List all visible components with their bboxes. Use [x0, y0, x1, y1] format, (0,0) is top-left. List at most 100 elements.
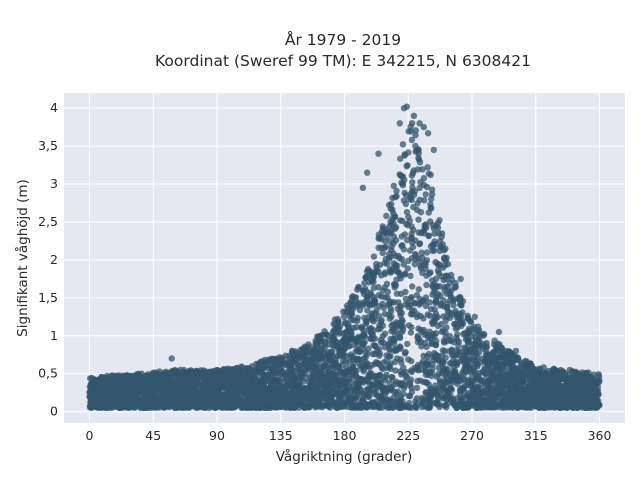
data-point: [179, 376, 186, 383]
data-point: [443, 290, 450, 297]
data-point: [410, 307, 418, 314]
data-point: [428, 186, 436, 193]
data-point: [467, 361, 475, 368]
data-point: [386, 266, 394, 273]
data-point: [427, 385, 434, 393]
data-point: [397, 356, 404, 363]
data-point: [179, 381, 186, 389]
data-point: [434, 219, 442, 227]
data-point: [428, 392, 436, 399]
data-point: [408, 234, 415, 241]
data-point: [414, 200, 421, 207]
data-point: [404, 340, 411, 348]
data-point: [317, 352, 324, 360]
data-point: [305, 341, 312, 348]
data-point: [333, 353, 341, 360]
data-point: [431, 230, 438, 237]
data-point: [391, 337, 398, 344]
data-point: [375, 291, 382, 299]
data-point: [408, 239, 416, 246]
data-point: [421, 197, 428, 204]
data-point: [409, 184, 416, 191]
data-point: [348, 316, 355, 323]
data-point: [409, 179, 416, 186]
data-point: [333, 385, 340, 392]
data-point: [98, 386, 106, 393]
data-point: [412, 127, 419, 134]
data-point: [402, 200, 410, 208]
data-point: [580, 386, 587, 393]
data-point: [381, 330, 389, 337]
data-point: [434, 392, 442, 399]
data-point: [397, 155, 404, 162]
data-point: [501, 366, 508, 373]
data-point: [423, 257, 431, 264]
data-point: [255, 383, 263, 390]
data-point: [399, 323, 407, 330]
data-point: [375, 231, 382, 238]
data-point: [390, 260, 397, 267]
data-point: [457, 294, 464, 301]
data-point: [423, 281, 430, 289]
data-point: [352, 395, 359, 402]
data-point: [387, 385, 394, 392]
data-point: [328, 369, 335, 376]
data-point: [436, 247, 443, 254]
data-point: [122, 390, 130, 397]
data-point: [458, 386, 465, 394]
data-point: [358, 324, 365, 331]
data-point: [309, 384, 316, 391]
data-point: [485, 362, 492, 369]
data-point: [219, 370, 226, 377]
data-point: [448, 271, 455, 279]
data-point: [282, 371, 289, 379]
data-point: [439, 347, 447, 354]
data-point: [419, 166, 426, 173]
data-point: [400, 384, 408, 392]
data-point: [387, 353, 394, 360]
data-point: [318, 378, 326, 385]
chart-title: År 1979 - 2019: [285, 30, 401, 49]
data-point: [345, 325, 353, 332]
data-point: [371, 335, 379, 342]
data-point: [515, 392, 523, 399]
data-point: [194, 391, 201, 398]
data-point: [302, 352, 309, 360]
data-point: [442, 402, 449, 409]
data-point: [135, 370, 142, 377]
data-point: [393, 390, 400, 398]
data-point: [426, 403, 434, 410]
data-point: [370, 253, 378, 260]
data-point: [411, 261, 418, 268]
data-point: [382, 374, 389, 381]
data-point: [420, 181, 428, 189]
data-point: [241, 401, 248, 409]
data-point: [308, 357, 315, 364]
data-point: [439, 358, 446, 365]
data-point: [453, 313, 460, 321]
data-point: [420, 227, 427, 234]
data-point: [367, 289, 374, 296]
data-point: [357, 402, 365, 410]
data-point: [418, 394, 425, 402]
data-point: [329, 335, 336, 342]
data-point: [392, 378, 400, 385]
data-point: [406, 247, 414, 254]
data-point: [338, 347, 345, 354]
data-point: [425, 361, 432, 368]
data-point: [264, 371, 272, 378]
data-point: [146, 373, 154, 380]
data-point: [408, 324, 415, 331]
data-point: [438, 230, 446, 237]
data-point: [407, 329, 415, 336]
data-point: [413, 384, 421, 392]
data-point: [402, 288, 409, 296]
data-point: [296, 401, 303, 408]
data-point: [433, 275, 440, 282]
data-point: [376, 261, 384, 269]
data-point: [123, 372, 130, 379]
data-point: [160, 377, 168, 384]
data-point: [354, 314, 361, 322]
data-point: [443, 324, 450, 331]
